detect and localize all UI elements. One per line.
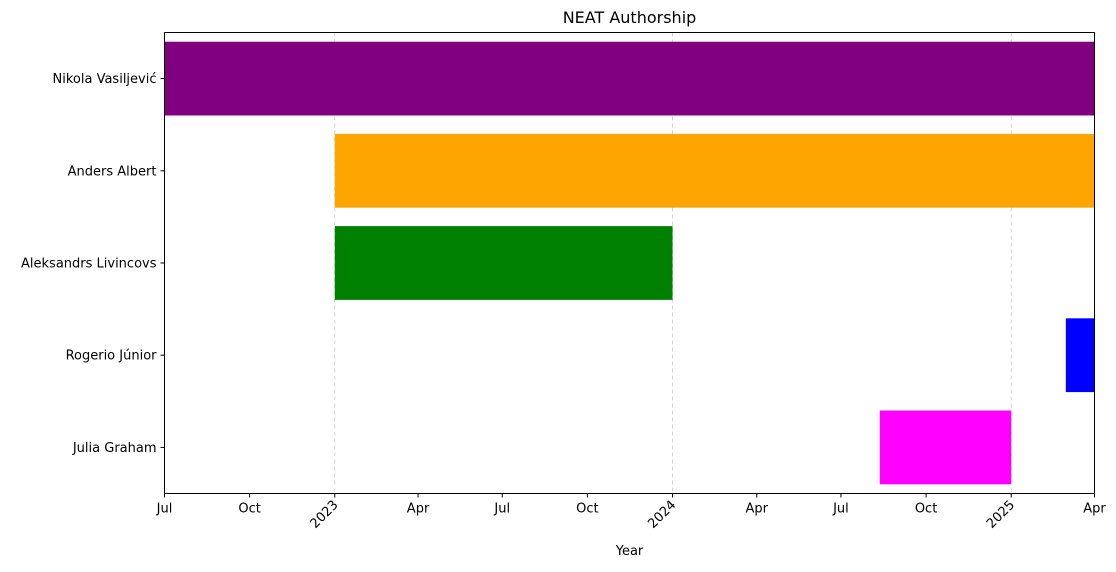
bar <box>334 133 1095 208</box>
x-tick-label: Apr <box>1083 502 1106 517</box>
bar <box>334 226 673 300</box>
x-tick-label: 2024 <box>645 498 679 532</box>
y-tick-label: Julia Graham <box>72 441 157 456</box>
y-axis: Nikola Vasiljević Anders Albert Aleksandrs… <box>21 72 165 456</box>
x-tick-label: Oct <box>238 502 260 517</box>
x-tick-label: Oct <box>576 502 598 517</box>
bar <box>1065 318 1095 393</box>
x-axis-label: Year <box>615 544 644 559</box>
x-tick-label: Oct <box>915 502 937 517</box>
x-tick-label: Jul <box>832 502 849 517</box>
chart-title: NEAT Authorship <box>563 8 697 27</box>
bars-group <box>164 41 1095 485</box>
bar <box>879 410 1012 485</box>
y-tick-label: Rogerio Júnior <box>66 349 158 364</box>
x-axis: Jul Oct 2023 Apr Jul Oct 2024 Apr Jul Oct 2025 Apr <box>156 493 1106 532</box>
x-tick-label: Jul <box>156 502 173 517</box>
x-tick-label: Apr <box>745 502 768 517</box>
x-tick-label: 2025 <box>984 498 1018 532</box>
x-tick-label: Jul <box>493 502 510 517</box>
y-tick-label: Aleksandrs Livincovs <box>21 257 157 272</box>
x-tick-label: 2023 <box>308 498 342 532</box>
x-tick-label: Apr <box>407 502 430 517</box>
y-tick-label: Nikola Vasiljević <box>53 72 157 87</box>
bar <box>164 41 1095 116</box>
y-tick-label: Anders Albert <box>68 164 157 179</box>
